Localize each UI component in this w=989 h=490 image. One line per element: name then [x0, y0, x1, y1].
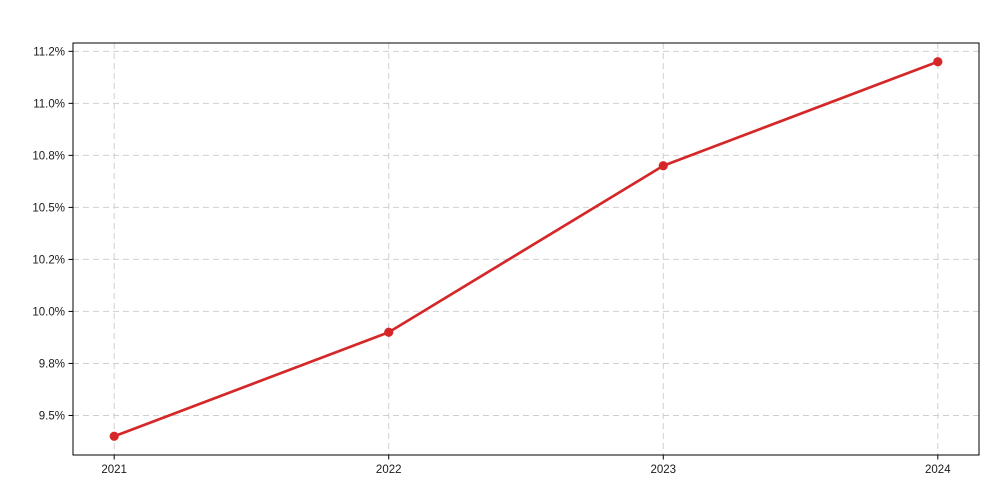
- plot-border: [72, 42, 980, 456]
- x-tick-label: 2023: [650, 464, 676, 476]
- data-point-2023: [658, 161, 668, 171]
- y-tick-label: 9.5%: [39, 410, 65, 422]
- y-tick-label: 11.2%: [33, 46, 65, 58]
- y-tick-label: 10.8%: [32, 150, 65, 162]
- y-tick-label: 9.8%: [39, 358, 65, 370]
- trend-line: [112, 60, 940, 438]
- data-point-2024: [933, 57, 943, 67]
- y-tick-label: 11.0%: [33, 98, 65, 110]
- y-tick-label: 10.2%: [32, 254, 65, 266]
- x-tick-label: 2022: [376, 464, 402, 476]
- data-point-2021: [109, 431, 119, 441]
- y-tick-label: 10.0%: [32, 306, 65, 318]
- x-tick-label: 2024: [925, 464, 951, 476]
- y-tick-label: 10.5%: [32, 202, 65, 214]
- data-point-2022: [384, 327, 394, 337]
- x-tick-label: 2021: [101, 464, 127, 476]
